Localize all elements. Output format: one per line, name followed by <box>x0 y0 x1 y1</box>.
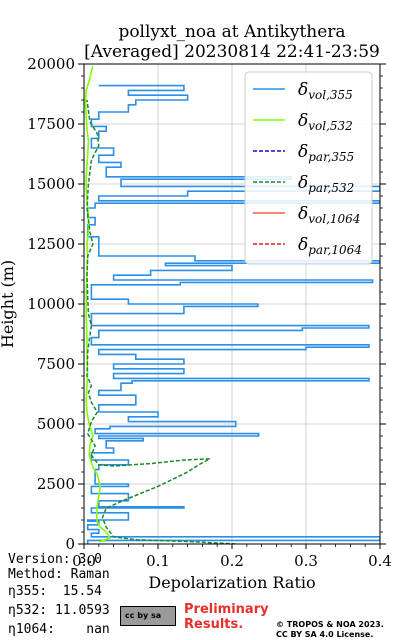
x-tick-label: 0.1 <box>146 552 170 570</box>
x-tick-label: 0.0 <box>72 552 96 570</box>
method-text: Method: Raman <box>8 567 110 582</box>
y-tick-label: 7500 <box>37 355 75 373</box>
cc-license-badge: cc by sa <box>120 606 176 626</box>
y-tick-label: 0 <box>65 535 75 553</box>
chart-ticks: 0.0 0.1 0.2 0.3 0.4 0 2500 5000 7500 10000 12500 15… <box>27 55 392 570</box>
y-tick-label: 2500 <box>37 475 75 493</box>
version-text: Version: 3.0 <box>8 552 102 567</box>
chart-title-line2: [Averaged] 20230814 22:41-23:59 <box>84 42 380 62</box>
x-axis-label: Depolarization Ratio <box>148 573 315 592</box>
chart-legend: δvol,355δvol,532δpar,355δpar,532δvol,106… <box>244 71 373 265</box>
y-tick-label: 17500 <box>27 115 75 133</box>
chart-title-line1: pollyxt_noa at Antikythera <box>118 22 346 42</box>
chart-series <box>84 66 380 544</box>
series-vol-355 <box>86 84 380 544</box>
x-tick-label: 0.3 <box>294 552 318 570</box>
eta532-text: η532: 11.0593 <box>8 603 110 618</box>
preliminary-results-text: Preliminary Results. <box>184 602 269 632</box>
y-tick-label: 10000 <box>27 295 75 313</box>
y-tick-label: 12500 <box>27 235 75 253</box>
eta1064-text: η1064: nan <box>8 622 110 637</box>
y-axis-label: Height (m) <box>0 260 17 348</box>
x-tick-label: 0.2 <box>220 552 244 570</box>
copyright-text: © TROPOS & NOA 2023. CC BY SA 4.0 Licens… <box>276 620 384 639</box>
cc-badge-text: cc by sa <box>125 611 162 620</box>
y-tick-label: 20000 <box>27 55 75 73</box>
series-vol-532 <box>84 66 112 543</box>
x-tick-label: 0.4 <box>368 552 392 570</box>
eta355-text: η355: 15.54 <box>8 584 102 599</box>
y-tick-label: 15000 <box>27 175 75 193</box>
series-par-532 <box>86 99 236 544</box>
y-tick-label: 5000 <box>37 415 75 433</box>
